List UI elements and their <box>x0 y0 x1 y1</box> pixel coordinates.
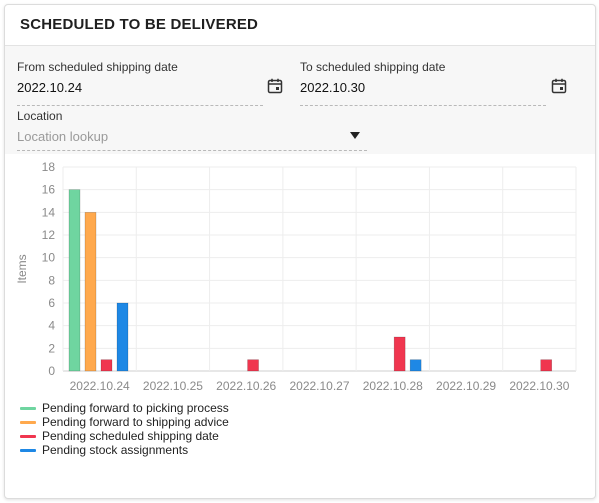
from-date-label: From scheduled shipping date <box>17 60 178 74</box>
legend-item[interactable]: Pending forward to shipping advice <box>20 415 229 429</box>
location-underline <box>17 150 367 151</box>
calendar-icon[interactable] <box>267 78 283 94</box>
y-axis-label: Items <box>15 254 29 283</box>
y-tick-label: 14 <box>42 205 56 219</box>
bar-2-6 <box>540 359 553 372</box>
legend-item[interactable]: Pending scheduled shipping date <box>20 429 229 443</box>
y-tick-label: 18 <box>42 160 56 174</box>
bar-3-4 <box>409 359 422 372</box>
to-date-value[interactable]: 2022.10.30 <box>300 80 366 95</box>
location-field[interactable]: Location Location lookup <box>17 109 369 157</box>
to-date-underline <box>300 105 546 106</box>
legend-item[interactable]: Pending forward to picking process <box>20 401 229 415</box>
calendar-icon[interactable] <box>551 78 567 94</box>
location-input[interactable]: Location lookup <box>17 129 109 144</box>
dropdown-arrow-icon[interactable] <box>349 131 361 141</box>
bar-3-0 <box>116 302 129 372</box>
legend-label: Pending forward to picking process <box>42 401 229 415</box>
x-tick-label: 2022.10.30 <box>509 379 569 393</box>
bar-1-0 <box>84 212 97 372</box>
x-tick-label: 2022.10.27 <box>289 379 349 393</box>
x-tick-label: 2022.10.24 <box>70 379 130 393</box>
from-date-field[interactable]: From scheduled shipping date 2022.10.24 <box>17 60 283 108</box>
from-date-value[interactable]: 2022.10.24 <box>17 80 83 95</box>
x-tick-label: 2022.10.28 <box>363 379 423 393</box>
y-tick-label: 4 <box>48 319 55 333</box>
bar-2-4 <box>393 336 406 372</box>
chart-legend: Pending forward to picking process Pendin… <box>20 401 229 457</box>
scheduled-delivery-card: SCHEDULED TO BE DELIVERED From scheduled… <box>4 4 596 499</box>
legend-label: Pending forward to shipping advice <box>42 415 229 429</box>
y-tick-label: 6 <box>48 296 55 310</box>
filter-panel: From scheduled shipping date 2022.10.24 … <box>5 46 595 154</box>
bar-2-0 <box>100 359 113 372</box>
legend-swatch <box>20 420 36 424</box>
y-tick-label: 10 <box>42 251 56 265</box>
to-date-label: To scheduled shipping date <box>300 60 446 74</box>
bar-0-0 <box>68 189 81 372</box>
y-tick-label: 0 <box>48 364 55 378</box>
y-tick-label: 2 <box>48 341 55 355</box>
y-tick-label: 8 <box>48 273 55 287</box>
y-tick-label: 12 <box>42 228 56 242</box>
y-tick-label: 16 <box>42 183 56 197</box>
x-tick-label: 2022.10.26 <box>216 379 276 393</box>
legend-swatch <box>20 448 36 452</box>
location-label: Location <box>17 109 63 123</box>
bar-chart: 0 2 4 6 8 10 12 14 16 18 Items 2022.10.24 2022.10.25… <box>15 160 577 393</box>
bar-2-2 <box>247 359 259 372</box>
from-date-underline <box>17 105 263 106</box>
legend-swatch <box>20 406 36 410</box>
card-title: SCHEDULED TO BE DELIVERED <box>20 16 259 33</box>
legend-label: Pending stock assignments <box>42 443 189 457</box>
title-divider <box>5 45 595 46</box>
to-date-field[interactable]: To scheduled shipping date 2022.10.30 <box>300 60 580 108</box>
x-tick-label: 2022.10.25 <box>143 379 203 393</box>
legend-swatch <box>20 434 36 438</box>
x-tick-label: 2022.10.29 <box>436 379 496 393</box>
legend-label: Pending scheduled shipping date <box>42 429 219 443</box>
legend-item[interactable]: Pending stock assignments <box>20 443 229 457</box>
